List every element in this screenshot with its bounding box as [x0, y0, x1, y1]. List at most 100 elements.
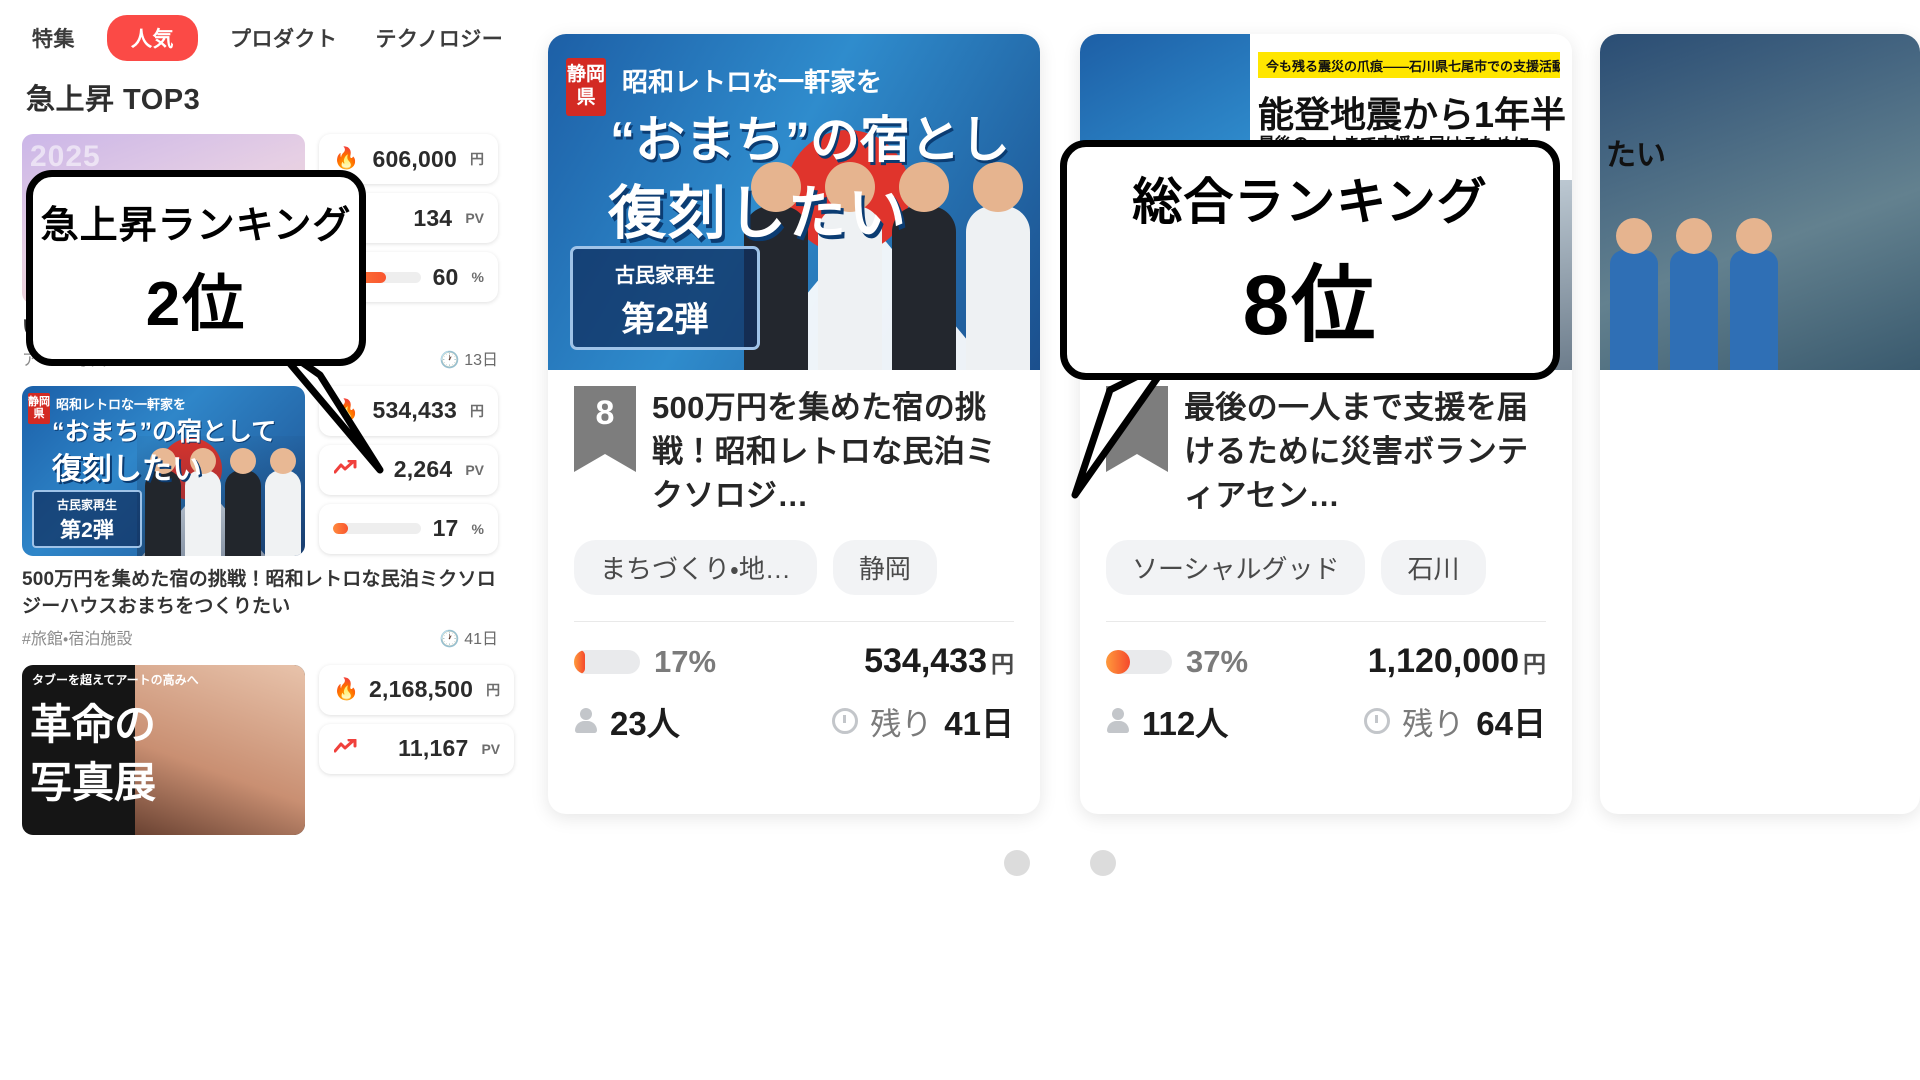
thumb-title-line2-3: 写真展: [30, 760, 157, 807]
remaining-group-center: 残り 41日: [832, 697, 1014, 745]
progress-percent-right: 37%: [1186, 643, 1249, 679]
remaining-label-right: 残り: [1402, 706, 1465, 742]
chip-region-center[interactable]: 静岡: [832, 540, 937, 596]
hero-line2: “おまち”の宿として: [610, 112, 1010, 240]
carousel-dot-2[interactable]: [1090, 850, 1116, 876]
stat-progress-value-1: 60: [432, 263, 459, 290]
progress-bar-right: [1106, 649, 1172, 674]
trending-up-icon: [333, 737, 359, 761]
card-divider-right: [1106, 621, 1546, 623]
clock-icon: [1364, 708, 1391, 735]
supporters-group-right: 112人: [1106, 697, 1228, 745]
carousel-dot-1[interactable]: [1004, 850, 1030, 876]
person-icon: [1106, 708, 1130, 734]
amount-currency-center: 円: [991, 651, 1014, 678]
thumb-line2-2: “おまち”の宿として: [52, 417, 277, 446]
trending-row-3[interactable]: タブーを超えてアートの高みへ 革命の 写真展 🔥 2,168,500 円 11,…: [0, 649, 520, 835]
stat-progress-unit-2: %: [471, 520, 484, 537]
trending-rank-bubble: 急上昇ランキング 2位: [26, 170, 366, 366]
card-title-row-center: 8 500万円を集めた宿の挑戦！昭和レトロな民泊ミクソロジ…: [574, 386, 1014, 518]
project-days-2: 🕐 41日: [440, 625, 498, 649]
stat-amount-value-3: 2,168,500: [369, 676, 474, 703]
card-hero-image-edge: たい: [1600, 34, 1920, 370]
progress-bar-icon: [333, 523, 421, 535]
overall-rank-bubble: 総合ランキング 8位: [1060, 140, 1560, 380]
rank-badge-center: 8: [574, 386, 636, 472]
stat-pv-value-3: 11,167: [398, 735, 469, 762]
overall-rank-bubble-value: 8位: [1242, 257, 1378, 352]
project-tag-2[interactable]: #旅館・宿泊施設: [22, 630, 133, 648]
clock-icon: 🕐: [439, 351, 460, 369]
project-meta-2: #旅館・宿泊施設 🕐 41日: [22, 625, 498, 649]
project-thumbnail-3[interactable]: タブーを超えてアートの高みへ 革命の 写真展: [22, 664, 305, 835]
person-icon: [574, 708, 598, 734]
tab-technology[interactable]: テクノロジー: [375, 28, 504, 51]
tab-product[interactable]: プロダクト: [230, 28, 338, 51]
amount-value-right: 1,120,000: [1367, 642, 1519, 681]
amount-center: 534,433 円: [864, 642, 1014, 681]
trending-row-2[interactable]: 静岡県 昭和レトロな一軒家を “おまち”の宿として 復刻したい 古民家再生 第2…: [0, 370, 520, 556]
amount-currency-right: 円: [1523, 651, 1546, 678]
stats-column-3: 🔥 2,168,500 円 11,167 PV: [319, 664, 515, 835]
card-title-right[interactable]: 最後の一人まで支援を届けるために災害ボランティアセン…: [1184, 390, 1529, 514]
trending-rank-bubble-label: 急上昇ランキング: [40, 204, 352, 247]
progress-group-center: 17%: [574, 644, 716, 680]
remaining-label-center: 残り: [870, 706, 933, 742]
hero-line1: 昭和レトロな一軒家を: [622, 67, 883, 97]
chip-category-right[interactable]: ソーシャルグッド: [1106, 540, 1366, 596]
trending-rank-bubble-value: 2位: [145, 269, 247, 339]
stat-pv-value-1: 134: [413, 204, 453, 231]
progress-group-right: 37%: [1106, 644, 1248, 680]
category-tab-bar[interactable]: 特集 人気 プロダクト テクノロジー まちづ: [0, 0, 520, 62]
card-hero-image-center: 静岡県 昭和レトロな一軒家を “おまち”の宿として 復刻したい 古民家再生 第2…: [548, 34, 1040, 370]
card-chips-center: まちづくり・地… 静岡: [574, 540, 1014, 596]
carousel-pagination[interactable]: [548, 850, 1572, 876]
supporters-group-center: 23人: [574, 697, 680, 745]
people-photo-area: [137, 435, 305, 556]
hero-headline-right: 能登地震から1年半: [1258, 94, 1567, 135]
stat-amount-unit-1: 円: [470, 151, 484, 167]
hero-text-edge: たい: [1606, 139, 1666, 172]
clock-icon: [832, 708, 859, 735]
trending-up-icon: [333, 458, 359, 482]
stat-pv-unit-1: PV: [465, 210, 484, 226]
hero-line3: 復刻したい: [608, 181, 909, 246]
stat-progress-value-2: 17: [432, 515, 459, 542]
project-days-value-2: 41日: [464, 630, 498, 648]
stat-amount-unit-3: 円: [486, 681, 501, 698]
project-days-value-1: 13日: [464, 351, 498, 369]
stat-pv-unit-2: PV: [465, 461, 484, 478]
clock-icon: 🕐: [439, 630, 460, 648]
project-title-2[interactable]: 500万円を集めた宿の挑戦！昭和レトロな民泊ミクソロジーハウスおまちをつくりたい: [22, 568, 496, 618]
stat-pv-3: 11,167 PV: [319, 723, 515, 774]
series-badge-top: 古民家再生: [615, 265, 715, 287]
stat-amount-3: 🔥 2,168,500 円: [319, 664, 515, 715]
stat-pv-2: 2,264 PV: [319, 444, 498, 495]
project-thumbnail-2[interactable]: 静岡県 昭和レトロな一軒家を “おまち”の宿として 復刻したい 古民家再生 第2…: [22, 385, 305, 556]
progress-bar-center: [574, 649, 640, 674]
section-title-trending: 急上昇 TOP3: [26, 84, 201, 116]
chip-category-center[interactable]: まちづくり・地…: [574, 540, 817, 596]
remaining-group-right: 残り 64日: [1364, 697, 1546, 745]
stat-pv-value-2: 2,264: [393, 456, 453, 483]
tab-feature[interactable]: 特集: [32, 28, 75, 51]
project-card-center[interactable]: 静岡県 昭和レトロな一軒家を “おまち”の宿として 復刻したい 古民家再生 第2…: [548, 34, 1040, 814]
card-title-center[interactable]: 500万円を集めた宿の挑戦！昭和レトロな民泊ミクソロジ…: [652, 390, 997, 514]
card-kpi-row-right: 37% 1,120,000 円: [1106, 642, 1546, 681]
overall-rank-bubble-label: 総合ランキング: [1132, 173, 1488, 230]
stat-amount-unit-2: 円: [470, 402, 484, 419]
tab-popular[interactable]: 人気: [107, 15, 198, 61]
portrait-photo-area: [135, 664, 305, 835]
team-photo-area: [734, 140, 1034, 370]
series-badge-bottom: 第2弾: [621, 301, 709, 339]
fire-icon: 🔥: [333, 147, 360, 170]
thumb-title-line1-3: 革命の: [30, 702, 157, 749]
chip-region-right[interactable]: 石川: [1381, 540, 1486, 596]
card-divider-center: [574, 621, 1014, 623]
project-card-edge[interactable]: たい: [1600, 34, 1920, 814]
card-kpi-row2-center: 23人 残り 41日: [574, 697, 1014, 745]
stat-amount-value-1: 606,000: [372, 145, 457, 172]
amount-right: 1,120,000 円: [1368, 642, 1546, 681]
thumb-year-label: 2025: [30, 140, 101, 173]
project-text-2: 500万円を集めた宿の挑戦！昭和レトロな民泊ミクソロジーハウスおまちをつくりたい…: [0, 556, 520, 649]
